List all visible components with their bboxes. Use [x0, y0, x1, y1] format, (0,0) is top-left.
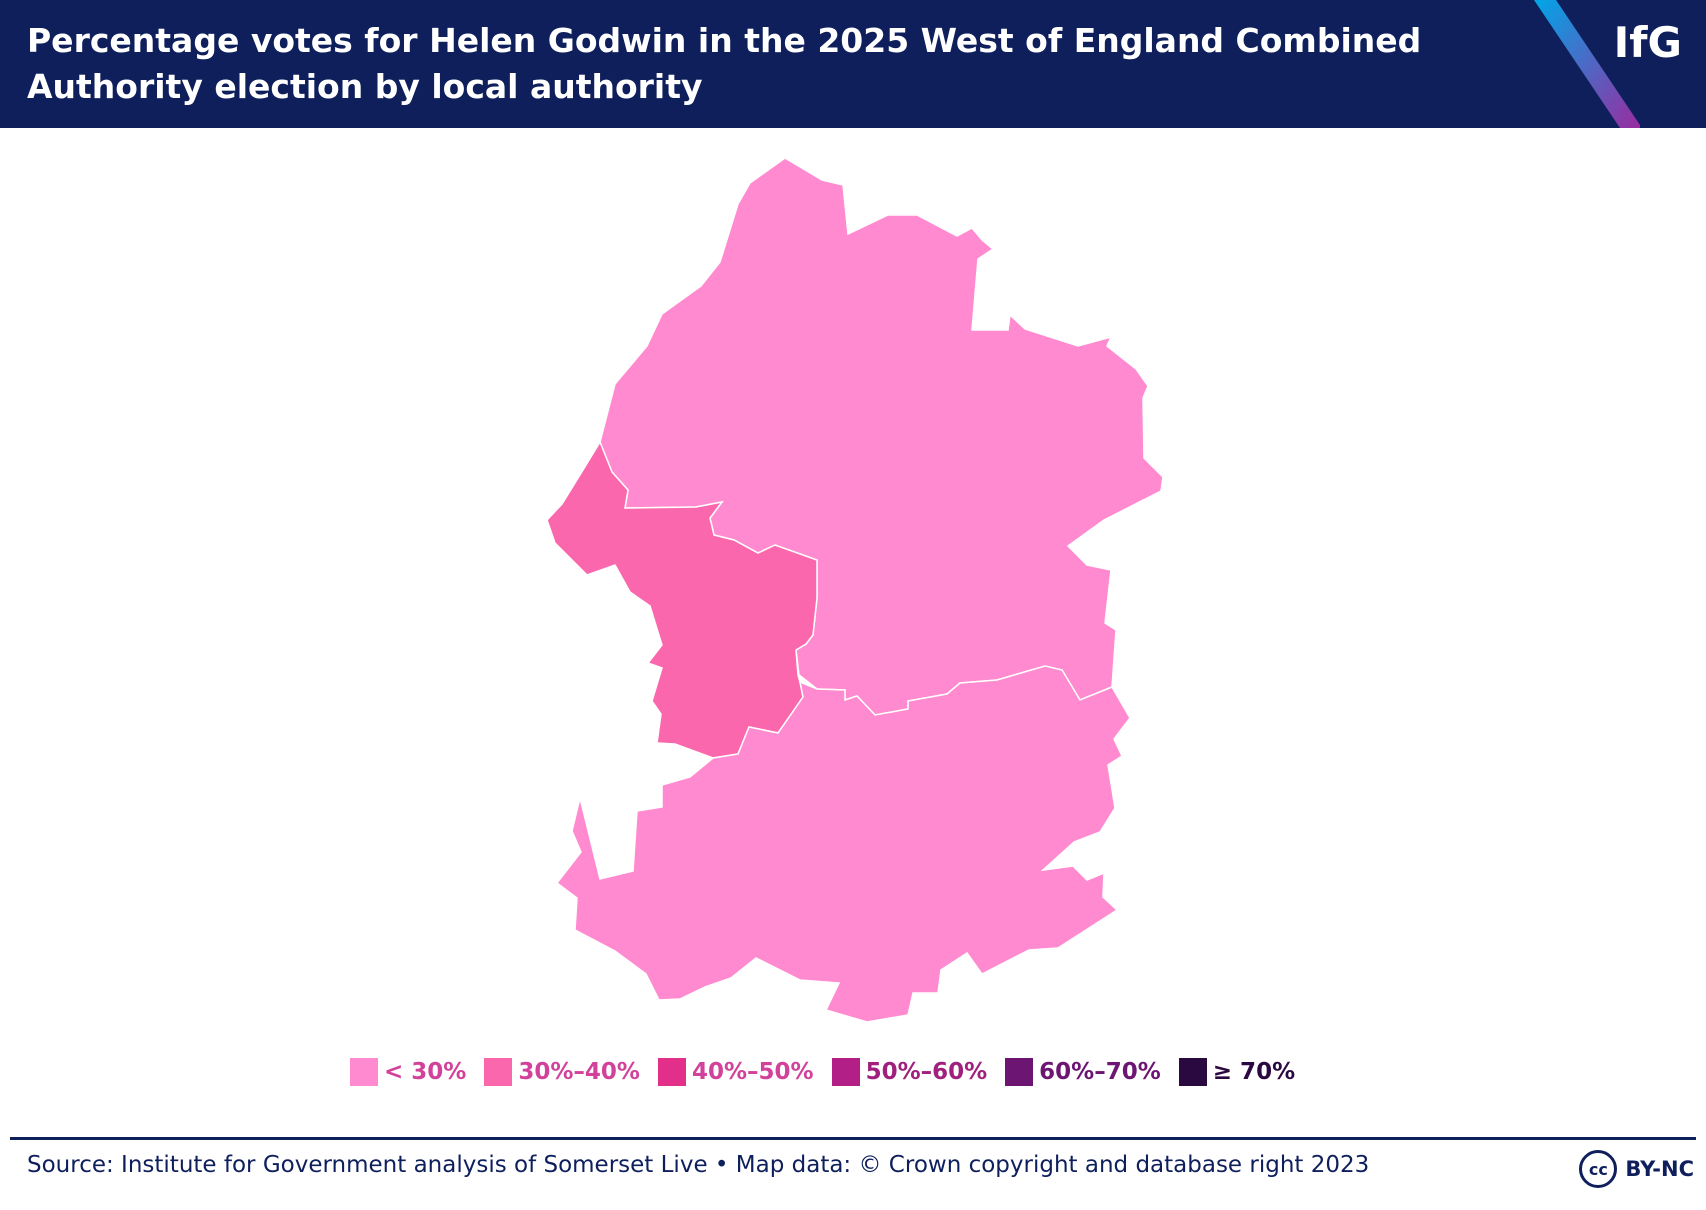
legend-swatch: [657, 1058, 686, 1086]
legend-label: < 30%: [384, 1059, 467, 1085]
legend-item-50-60: 50%–60%: [831, 1058, 988, 1086]
legend-item-under-30: < 30%: [350, 1058, 466, 1086]
legend-item-60-70: 60%–70%: [1005, 1058, 1161, 1086]
ifg-logo: IfG: [1613, 18, 1682, 67]
choropleth-map: [546, 157, 1164, 1023]
legend-item-40-50: 40%–50%: [657, 1058, 814, 1086]
legend-item-30-40: 30%–40%: [484, 1058, 640, 1086]
legend-swatch: [350, 1058, 378, 1086]
footer-divider: [10, 1137, 1696, 1140]
license-label: BY-NC: [1625, 1157, 1694, 1181]
legend-item-70-plus: ≥ 70%: [1178, 1058, 1296, 1086]
legend: < 30% 30%–40% 40%–50% 50%–60% 60%–70% ≥ …: [350, 1058, 1313, 1086]
chart-title: Percentage votes for Helen Godwin in the…: [27, 21, 1422, 106]
legend-swatch: [484, 1058, 513, 1086]
header-bar: Percentage votes for Helen Godwin in the…: [0, 0, 1706, 128]
license-badge: cc BY-NC: [1579, 1150, 1694, 1188]
legend-label: 60%–70%: [1039, 1059, 1161, 1085]
legend-label: 30%–40%: [518, 1059, 640, 1085]
legend-swatch: [1005, 1058, 1034, 1086]
legend-label: 50%–60%: [865, 1059, 988, 1085]
brand-stripe-icon: [1534, 0, 1640, 128]
region-bath-and-north-east-somerset: [555, 665, 1131, 1023]
cc-icon: cc: [1579, 1150, 1618, 1188]
legend-swatch: [831, 1058, 860, 1086]
source-note: Source: Institute for Government analysi…: [27, 1152, 1370, 1178]
legend-label: 40%–50%: [691, 1059, 814, 1085]
legend-swatch: [1178, 1058, 1207, 1086]
legend-label: ≥ 70%: [1212, 1059, 1296, 1085]
